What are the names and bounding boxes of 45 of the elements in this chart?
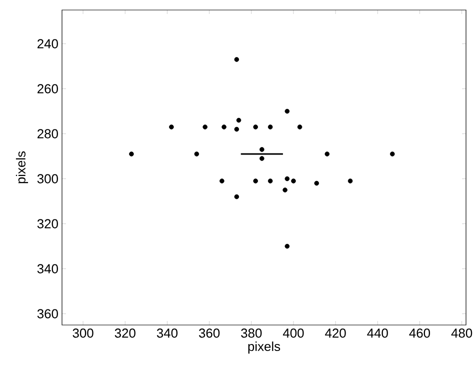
y-tick-label: 300 bbox=[37, 174, 58, 184]
x-tick-label: 440 bbox=[367, 328, 388, 338]
y-tick-label: 240 bbox=[38, 39, 58, 48]
point bbox=[284, 108, 290, 114]
point bbox=[284, 176, 290, 182]
point bbox=[324, 152, 330, 156]
point bbox=[268, 178, 273, 184]
point bbox=[260, 156, 264, 161]
point bbox=[234, 194, 240, 200]
point bbox=[220, 178, 224, 184]
point bbox=[314, 180, 319, 186]
x-tick-label: 460 bbox=[409, 328, 430, 338]
point bbox=[253, 178, 258, 184]
x-tick-label: 320 bbox=[114, 328, 136, 338]
x-tick-label: 480 bbox=[451, 328, 472, 338]
point bbox=[169, 124, 174, 130]
x-tick-label: 380 bbox=[241, 328, 262, 338]
y-tick-label: 360 bbox=[37, 309, 58, 318]
point bbox=[194, 152, 200, 156]
point bbox=[260, 147, 264, 152]
point bbox=[390, 152, 395, 156]
x-tick-label: 420 bbox=[325, 328, 346, 338]
point bbox=[236, 118, 242, 123]
point bbox=[234, 126, 240, 132]
point bbox=[202, 124, 208, 130]
point bbox=[268, 124, 273, 130]
x-axis-title: pixels bbox=[248, 342, 280, 354]
y-tick-label: 260 bbox=[38, 84, 58, 94]
x-tick-label: 360 bbox=[198, 328, 220, 338]
point bbox=[222, 124, 226, 130]
y-tick-label: 280 bbox=[38, 129, 58, 138]
y-tick-label: 320 bbox=[37, 219, 58, 228]
point bbox=[129, 152, 134, 156]
y-axis-title: pixels bbox=[16, 151, 28, 184]
point bbox=[282, 188, 288, 192]
point bbox=[291, 178, 296, 184]
x-tick-label: 300 bbox=[72, 328, 94, 338]
y-tick-label: 340 bbox=[37, 264, 58, 274]
point bbox=[284, 244, 290, 249]
point bbox=[297, 124, 302, 130]
point bbox=[348, 178, 353, 184]
x-tick-label: 400 bbox=[282, 328, 304, 338]
point bbox=[234, 57, 240, 62]
x-tick-label: 340 bbox=[156, 328, 178, 338]
point bbox=[253, 124, 258, 130]
